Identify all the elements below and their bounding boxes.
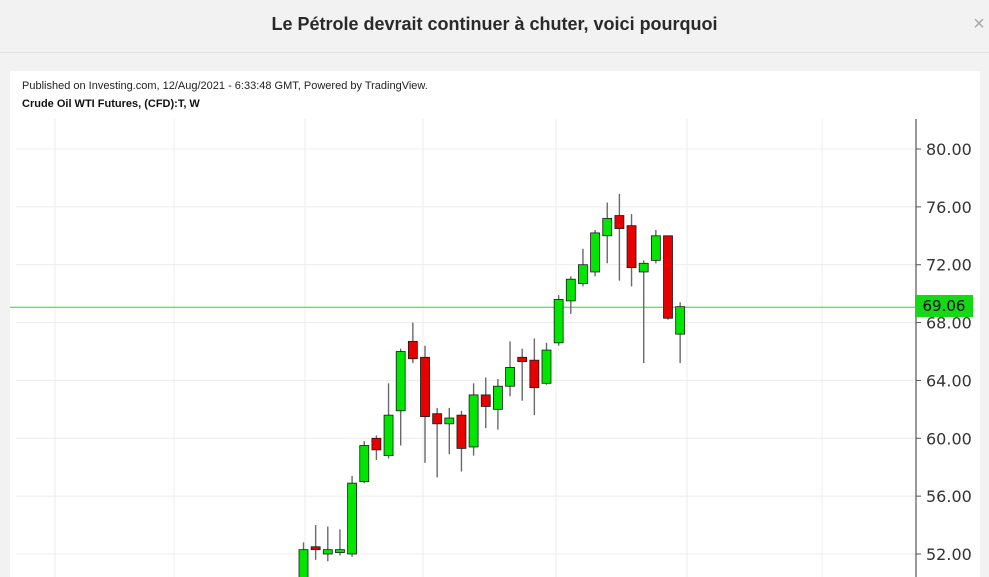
candle-body-up: [565, 278, 576, 302]
y-tick-label: 76.00: [926, 198, 972, 217]
candle: [541, 342, 552, 385]
close-icon[interactable]: ×: [973, 13, 985, 35]
candle-body-up: [578, 264, 588, 284]
candle: [407, 322, 418, 364]
candle-body-up: [335, 549, 345, 553]
y-tick-label: 64.00: [926, 371, 972, 390]
chart-panel: 80.00 76.00 72.00 68.00 64.00 60.00 56.00 52.00…: [10, 71, 980, 577]
y-tick-label: 72.00: [926, 256, 972, 275]
y-tick-label: 80.00: [926, 140, 972, 159]
candle: [456, 410, 467, 472]
candle-body-up: [468, 394, 479, 448]
modal-header: Le Pétrole devrait continuer à chuter, v…: [0, 0, 989, 53]
candle-body-down: [432, 413, 443, 425]
candle-body-up: [650, 235, 661, 261]
candle: [383, 383, 394, 459]
candle-body-down: [310, 546, 321, 551]
candle-body-up: [553, 299, 564, 344]
candle: [565, 276, 576, 314]
candle: [590, 230, 600, 277]
candle: [578, 248, 588, 287]
symbol-label: Crude Oil WTI Futures, (CFD):T, W: [22, 98, 200, 110]
candle: [663, 235, 673, 320]
candle: [444, 407, 455, 455]
candle-body-down: [456, 414, 467, 449]
candle-body-up: [505, 367, 515, 387]
candle: [395, 348, 406, 446]
candle: [517, 348, 528, 401]
candle-body-down: [626, 225, 637, 269]
candle-body-up: [444, 417, 455, 425]
candle-body-up: [541, 349, 552, 384]
candle: [310, 525, 321, 560]
candle-body-up: [638, 262, 649, 273]
candle-body-down: [614, 215, 625, 229]
candle-body-up: [347, 482, 358, 555]
candle: [650, 230, 661, 264]
candle: [614, 193, 625, 281]
last-price-tag: 69.06: [915, 295, 973, 317]
candle: [529, 338, 540, 416]
candle: [335, 529, 345, 556]
candle-body-down: [663, 235, 673, 319]
candle-body-down: [420, 356, 430, 417]
y-tick-label: 68.00: [926, 314, 972, 333]
candle: [322, 526, 333, 562]
modal-title: Le Pétrole devrait continuer à chuter, v…: [271, 14, 718, 34]
candle: [675, 302, 686, 364]
candle-body-down: [480, 394, 491, 407]
candle: [602, 202, 613, 264]
candle-body-up: [359, 445, 370, 483]
y-tick-label: 52.00: [926, 545, 972, 564]
candle: [638, 260, 649, 364]
candle-body-up: [602, 218, 613, 237]
candle: [626, 214, 637, 287]
candle-body-up: [492, 385, 503, 410]
candle-body-up: [395, 351, 406, 412]
candle: [480, 377, 491, 429]
candle: [468, 383, 479, 456]
y-tick-label: 60.00: [926, 429, 972, 448]
candle: [347, 475, 358, 557]
candle-body-up: [383, 414, 394, 457]
candle: [432, 407, 443, 478]
candle-body-up: [590, 232, 600, 273]
candle: [359, 441, 370, 484]
y-tick-label: 56.00: [926, 487, 972, 506]
candle-body-up: [298, 549, 309, 577]
candle-body-down: [407, 340, 418, 360]
candle: [420, 345, 430, 463]
candle-body-down: [371, 437, 382, 451]
candle: [505, 341, 515, 397]
candle-body-up: [322, 549, 333, 555]
candle-body-down: [517, 356, 528, 363]
candle-body-up: [675, 306, 686, 335]
candle: [298, 542, 309, 577]
candle: [371, 435, 382, 460]
candle: [553, 295, 564, 346]
candle: [492, 378, 503, 430]
candlestick-chart: 80.00 76.00 72.00 68.00 64.00 60.00 56.00 52.00: [10, 119, 972, 577]
published-note: Published on Investing.com, 12/Aug/2021 …: [22, 80, 428, 92]
candle-body-down: [529, 359, 540, 389]
